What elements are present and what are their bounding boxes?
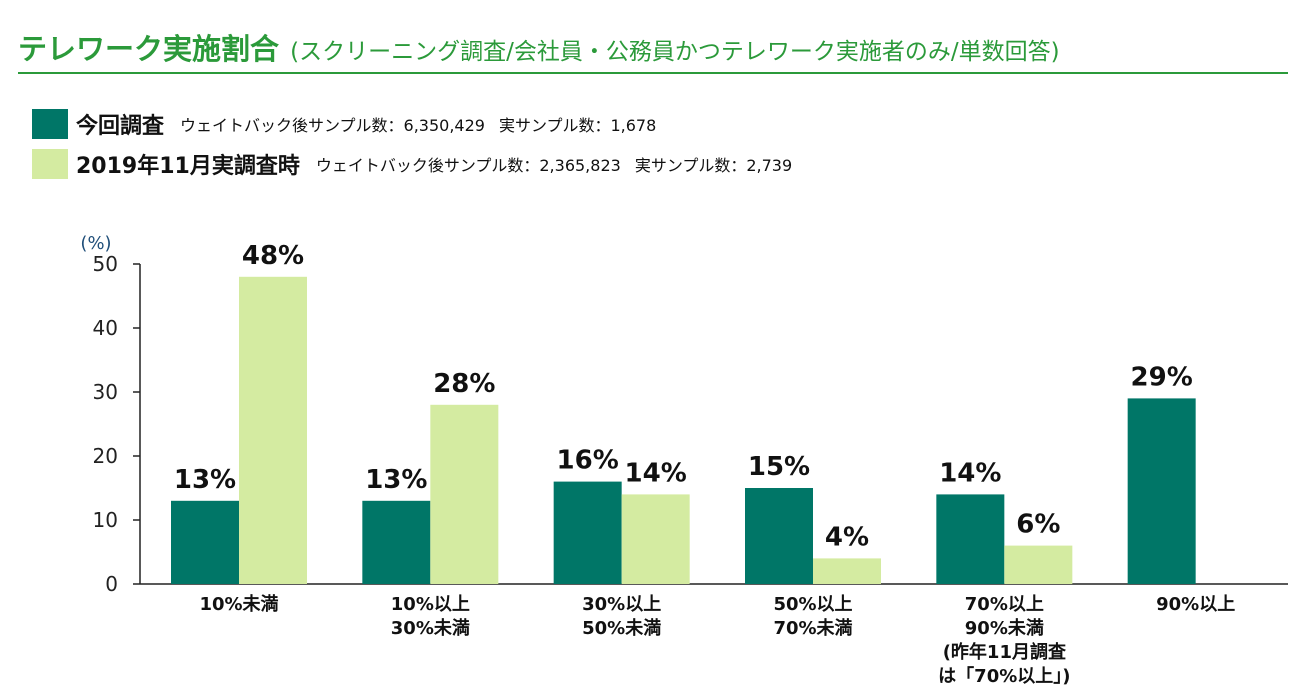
x-tick-label-1: 10%以上 30%未満	[391, 594, 470, 639]
x-tick-label-1-line-0: 10%以上	[391, 594, 470, 615]
bar-previous-0	[239, 276, 307, 584]
data-label-current-4: 14%	[939, 458, 1001, 488]
x-tick-label-1-line-1: 30%未満	[391, 617, 470, 639]
legend-label-previous: 2019年11月実調査時	[76, 154, 300, 179]
data-label-current-2: 16%	[557, 446, 619, 476]
bar-previous-1	[430, 404, 499, 584]
x-tick-label-0: 10%未満	[199, 593, 278, 615]
y-tick-label-30: 30	[93, 380, 118, 404]
bar-current-2	[553, 481, 622, 584]
bar-previous-3	[813, 558, 881, 584]
chart-subtitle: (スクリーニング調査/会社員・公務員かつテレワーク実施者のみ/単数回答)	[290, 39, 1060, 65]
data-label-previous-2: 14%	[625, 458, 687, 488]
legend-weighted-current: ウェイトバック後サンプル数：6,350,429	[180, 116, 485, 135]
y-tick-label-20: 20	[93, 444, 118, 468]
x-tick-label-2-line-1: 50%未満	[582, 617, 661, 639]
legend-item-current: 今回調査 ウェイトバック後サンプル数：6,350,429 実サンプル数：1,678	[32, 108, 656, 140]
x-tick-label-4: 70%以上 90%未満(昨年11月調査は「70%以上」)	[938, 594, 1070, 687]
y-tick-label-0: 0	[105, 572, 118, 596]
bar-current-0	[171, 500, 239, 584]
legend-swatch-current	[32, 109, 68, 139]
x-tick-label-2: 30%以上 50%未満	[582, 594, 661, 639]
legend-item-previous: 2019年11月実調査時 ウェイトバック後サンプル数：2,365,823 実サンプ…	[32, 148, 792, 180]
data-label-previous-0: 48%	[242, 241, 304, 271]
legend-actual-previous: 実サンプル数：2,739	[634, 156, 793, 175]
x-tick-label-3-line-0: 50%以上	[773, 594, 852, 615]
legend-actual-current: 実サンプル数：1,678	[498, 116, 657, 135]
bar-current-4	[936, 494, 1005, 584]
data-label-previous-3: 4%	[825, 522, 869, 552]
bar-current-3	[745, 488, 813, 584]
data-label-previous-4: 6%	[1016, 510, 1060, 540]
x-tick-label-5: 90%以上	[1156, 594, 1235, 615]
data-label-current-1: 13%	[365, 465, 427, 495]
x-tick-label-3-line-1: 70%未満	[773, 617, 852, 639]
bar-current-5	[1127, 398, 1196, 584]
x-tick-label-4-line-2: (昨年11月調査	[943, 641, 1066, 663]
y-axis-unit-label: (%)	[80, 233, 111, 254]
x-tick-label-4-line-1: 90%未満	[965, 617, 1044, 639]
legend-label-current: 今回調査	[76, 114, 165, 139]
chart-title: テレワーク実施割合	[18, 32, 280, 66]
y-tick-label-40: 40	[93, 316, 118, 340]
x-tick-label-4-line-3: は「70%以上」)	[938, 665, 1070, 687]
data-label-previous-1: 28%	[433, 369, 495, 399]
x-tick-label-3: 50%以上 70%未満	[773, 594, 852, 639]
x-tick-label-5-line-0: 90%以上	[1156, 594, 1235, 615]
bar-current-1	[362, 500, 431, 584]
bar-previous-4	[1004, 545, 1073, 584]
x-tick-label-2-line-0: 30%以上	[582, 594, 661, 615]
x-tick-label-0-line-0: 10%未満	[199, 593, 278, 615]
y-tick-label-50: 50	[93, 252, 118, 276]
x-tick-label-4-line-0: 70%以上	[965, 594, 1044, 615]
legend-swatch-previous	[32, 149, 68, 179]
data-label-current-3: 15%	[748, 452, 810, 482]
y-tick-label-10: 10	[93, 508, 118, 532]
chart-header: テレワーク実施割合 (スクリーニング調査/会社員・公務員かつテレワーク実施者のみ…	[18, 26, 1288, 74]
data-label-current-5: 29%	[1131, 362, 1193, 392]
legend-sample-info-current: ウェイトバック後サンプル数：6,350,429 実サンプル数：1,678	[180, 112, 656, 136]
bar-previous-2	[621, 494, 690, 584]
data-label-current-0: 13%	[174, 465, 236, 495]
legend-sample-info-previous: ウェイトバック後サンプル数：2,365,823 実サンプル数：2,739	[316, 152, 792, 176]
legend-weighted-previous: ウェイトバック後サンプル数：2,365,823	[315, 156, 621, 175]
